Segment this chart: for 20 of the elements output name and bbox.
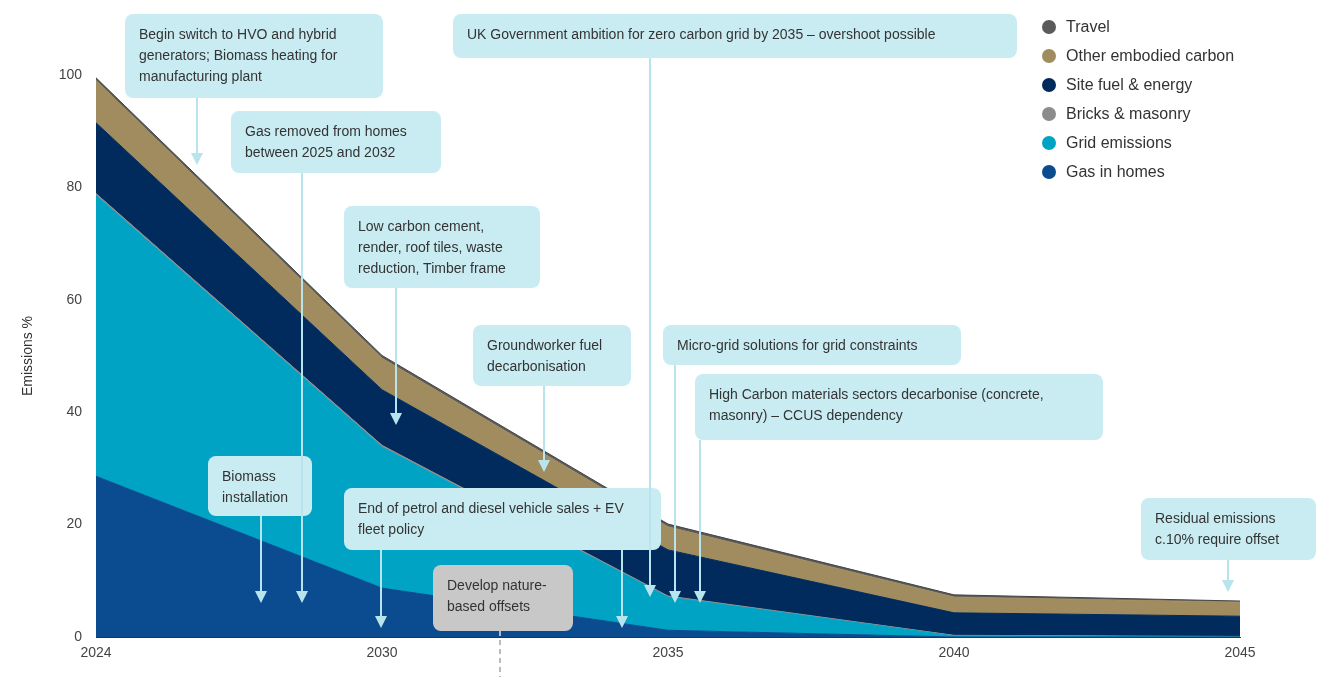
x-tick-label: 2035 [652,644,684,661]
y-tick-label: 80 [66,178,83,195]
legend-label: Travel [1066,17,1110,36]
y-axis-title: Emissions % [19,315,36,397]
y-tick-label: 60 [66,290,83,307]
x-tick-label: 2030 [366,644,398,661]
y-tick-label: 0 [74,627,83,644]
x-tick-label: 2024 [80,644,112,661]
y-tick-label: 40 [66,403,83,420]
legend-label: Grid emissions [1066,133,1172,152]
legend-label: Site fuel & energy [1066,75,1193,94]
x-tick-label: 2045 [1224,644,1256,661]
legend-label: Other embodied carbon [1066,46,1235,65]
x-tick-label: 2040 [938,644,970,661]
y-tick-label: 20 [66,515,83,532]
y-tick-label: 100 [58,65,83,82]
legend-label: Bricks & masonry [1066,104,1191,123]
annotation: High Carbon materials sectors decarbonise (concrete, masonry) – CCUS dependency [708,385,1045,425]
annotation: Develop nature-based offsets [446,576,548,616]
legend-label: Gas in homes [1066,162,1165,181]
